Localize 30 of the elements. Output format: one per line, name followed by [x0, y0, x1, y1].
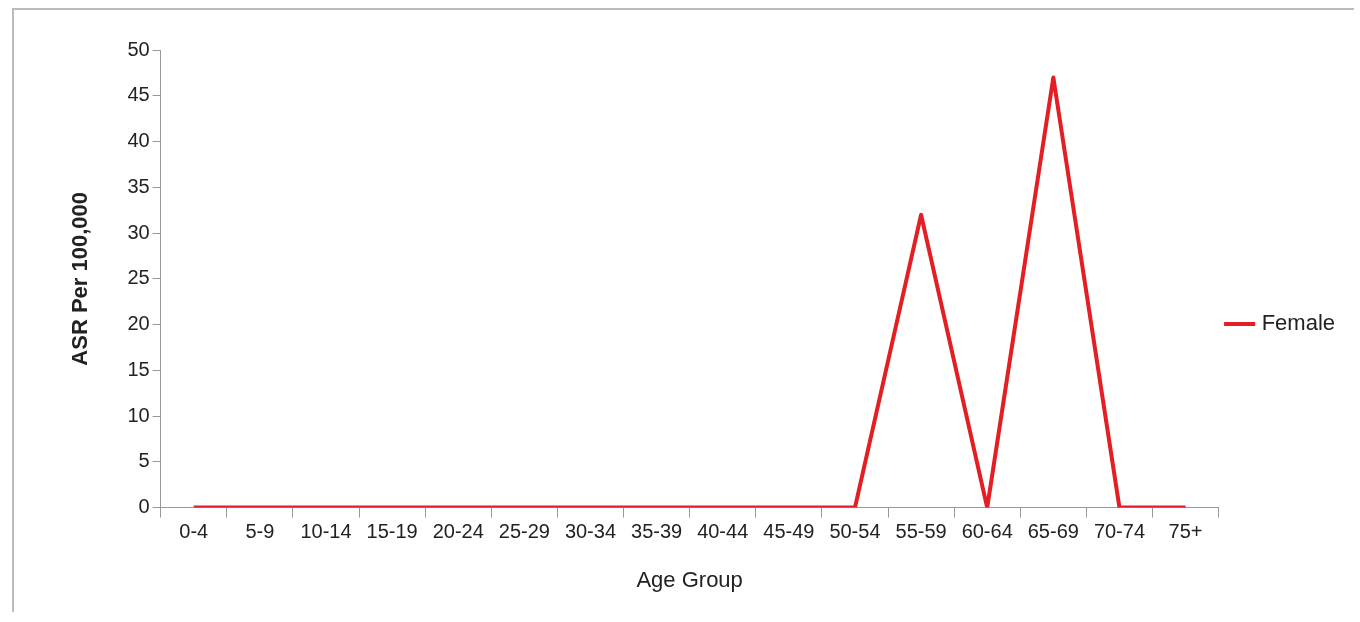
- y-tick-label: 5: [138, 449, 150, 472]
- x-tick-label: 30-34: [564, 520, 617, 543]
- x-tick-label: 10-14: [300, 520, 352, 543]
- y-tick-label: 15: [127, 357, 150, 380]
- y-tick-label: 0: [138, 495, 150, 518]
- legend-label: Female: [1261, 310, 1335, 336]
- y-tick-label: 30: [127, 220, 150, 243]
- x-tick-label: 65-69: [1027, 520, 1079, 543]
- x-tick-label: 50-54: [829, 520, 881, 543]
- x-tick-label: 35-39: [631, 520, 683, 543]
- x-tick-label: 5-9: [245, 520, 275, 543]
- x-tick-label: 25-29: [498, 520, 550, 543]
- y-tick-label: 25: [127, 266, 150, 289]
- x-tick-label: 75+: [1168, 520, 1203, 543]
- x-tick-label: 70-74: [1093, 520, 1146, 543]
- y-axis-title: ASR Per 100,000: [67, 191, 93, 366]
- x-tick-label: 45-49: [763, 520, 815, 543]
- x-tick-label: 40-44: [697, 520, 749, 543]
- y-tick-label: 20: [127, 312, 150, 335]
- x-tick-label: 20-24: [432, 520, 484, 543]
- x-tick-label: 55-59: [895, 520, 947, 543]
- y-tick-label: 45: [127, 83, 150, 106]
- x-tick-label: 15-19: [366, 520, 418, 543]
- y-tick-label: 50: [127, 37, 150, 60]
- x-tick-label: 60-64: [961, 520, 1013, 543]
- y-tick-label: 10: [127, 403, 150, 426]
- x-tick-label: 0-4: [179, 520, 209, 543]
- x-axis-title: Age Group: [636, 566, 743, 592]
- y-tick-label: 35: [127, 174, 150, 197]
- y-tick-label: 40: [127, 129, 150, 152]
